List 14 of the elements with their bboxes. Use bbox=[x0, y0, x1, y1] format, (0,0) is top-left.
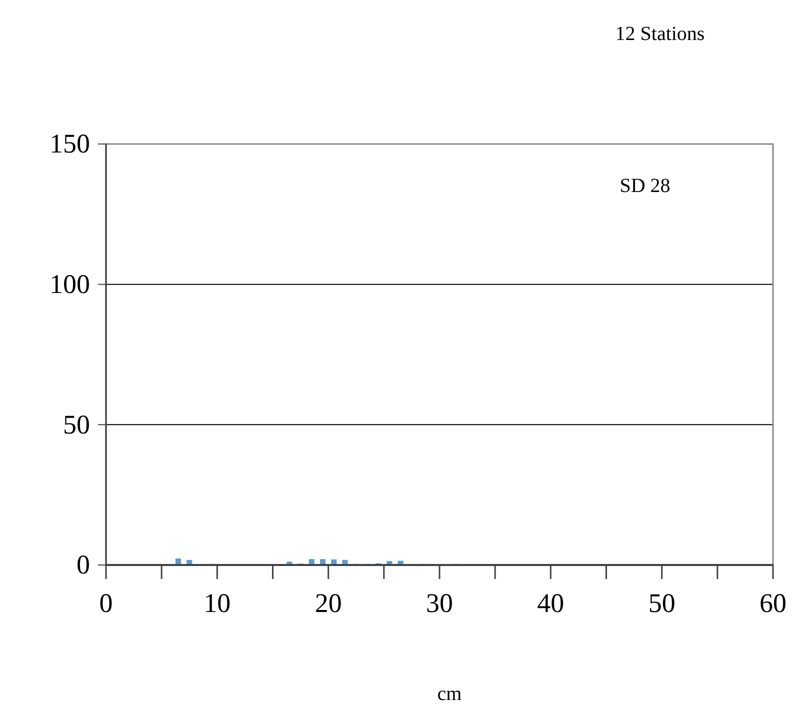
y-tick-label: 100 bbox=[50, 268, 90, 299]
annotation: SD 28 bbox=[620, 175, 670, 197]
x-tick-label: 0 bbox=[99, 588, 113, 618]
chart-title: 12 Stations bbox=[615, 23, 705, 45]
y-tick-label: 0 bbox=[76, 550, 90, 580]
x-tick-label: 10 bbox=[204, 588, 231, 618]
x-tick-label: 50 bbox=[648, 588, 676, 618]
x-tick-label: 20 bbox=[314, 588, 342, 618]
x-tick-label: 40 bbox=[537, 588, 564, 618]
x-tick-label: 60 bbox=[760, 588, 786, 618]
y-tick-label: 150 bbox=[50, 128, 90, 159]
x-axis-title: cm bbox=[437, 683, 462, 705]
y-tick-label: 50 bbox=[63, 409, 90, 440]
x-tick-label: 30 bbox=[426, 588, 453, 618]
